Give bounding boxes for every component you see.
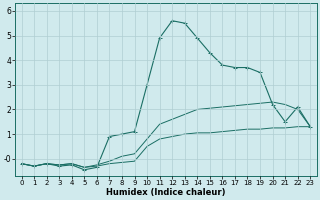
X-axis label: Humidex (Indice chaleur): Humidex (Indice chaleur)	[106, 188, 226, 197]
